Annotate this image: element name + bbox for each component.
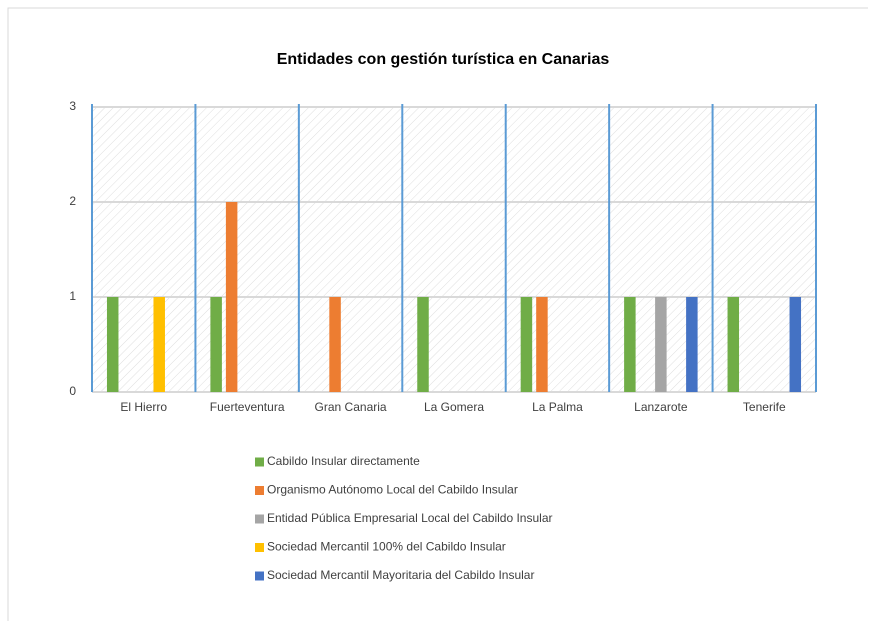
legend-swatch xyxy=(255,514,264,524)
x-tick-label: Lanzarote xyxy=(634,400,688,414)
legend-label: Cabildo Insular directamente xyxy=(267,454,420,468)
x-tick-label: El Hierro xyxy=(120,400,167,414)
legend-swatch xyxy=(255,543,264,552)
y-tick-label: 3 xyxy=(69,99,76,113)
y-tick-label: 0 xyxy=(69,384,76,398)
bar xyxy=(727,297,740,392)
bar xyxy=(417,297,429,392)
bar xyxy=(536,297,548,392)
x-tick-label: La Palma xyxy=(532,400,583,414)
bar xyxy=(624,297,636,392)
bar xyxy=(106,297,119,392)
legend-label: Entidad Pública Empresarial Local del Ca… xyxy=(267,511,553,525)
bar xyxy=(520,297,533,392)
legend-label: Sociedad Mercantil Mayoritaria del Cabil… xyxy=(267,568,534,582)
bar xyxy=(655,297,667,392)
x-tick-label: Tenerife xyxy=(743,400,786,414)
legend-label: Organismo Autónomo Local del Cabildo Ins… xyxy=(267,483,518,497)
bar xyxy=(686,297,698,392)
x-tick-label: Gran Canaria xyxy=(315,400,387,414)
bar xyxy=(329,297,341,392)
x-tick-label: La Gomera xyxy=(424,400,484,414)
chart-title: Entidades con gestión turística en Canar… xyxy=(277,51,610,68)
legend-swatch xyxy=(255,457,264,467)
legend-label: Sociedad Mercantil 100% del Cabildo Insu… xyxy=(267,540,506,554)
chart-frame xyxy=(7,7,868,621)
bar xyxy=(789,297,802,392)
bar xyxy=(210,297,222,392)
plot-area xyxy=(92,107,816,392)
legend-swatch xyxy=(255,571,264,581)
x-tick-label: Fuerteventura xyxy=(210,400,285,414)
legend-swatch xyxy=(255,486,264,495)
y-tick-label: 2 xyxy=(69,194,76,208)
bar xyxy=(153,297,165,392)
bar xyxy=(225,202,238,392)
y-tick-label: 1 xyxy=(69,289,76,303)
